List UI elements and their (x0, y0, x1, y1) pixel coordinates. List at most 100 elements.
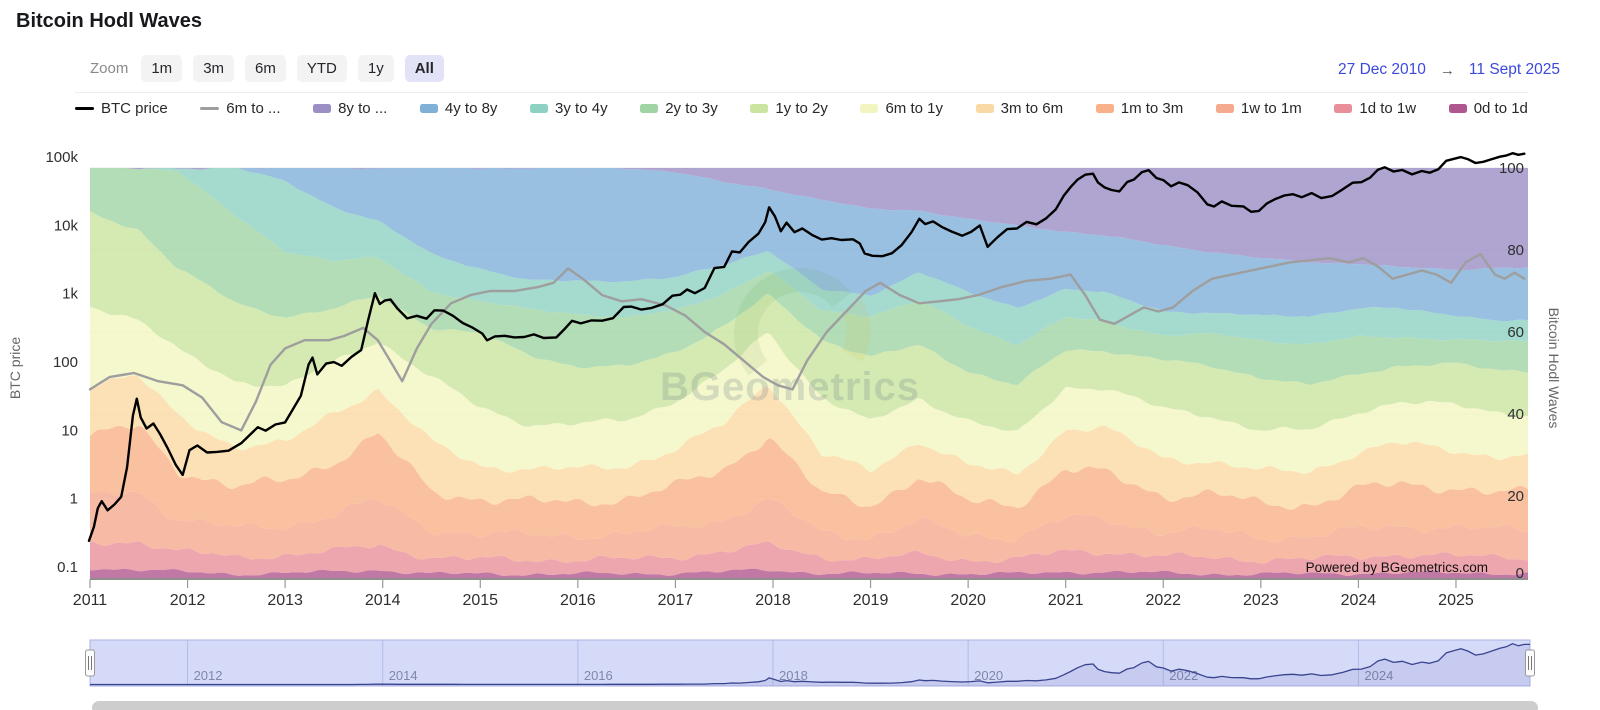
band-area-1m-to-3m (90, 425, 1528, 543)
area-swatch-3y-to-4y (530, 104, 549, 113)
x-axis-year-label: 2015 (462, 592, 498, 609)
legend-label: BTC price (101, 100, 168, 117)
legend-label: 1m to 3m (1120, 100, 1184, 117)
x-axis: 2011 2012 2013 2014 2015 2016 2017 2018 2019 2020… (73, 578, 1528, 609)
range-selector: Zoom 1m 3m 6m YTD 1y All (90, 55, 444, 82)
x-axis-year-label: 2011 (73, 592, 108, 609)
x-axis-year-label: 2016 (560, 592, 596, 609)
legend-label: 0d to 1d (1473, 100, 1528, 117)
range-button-3m[interactable]: 3m (193, 55, 235, 82)
right-axis-tick-label: 100 (1499, 160, 1524, 177)
range-button-1m[interactable]: 1m (141, 55, 183, 82)
band-area-1d-to-1w (90, 541, 1528, 576)
right-axis-tick-label: 80 (1507, 242, 1524, 259)
date-to-input[interactable]: 11 Sept 2025 (1468, 61, 1560, 78)
band-area-3m-to-6m (90, 375, 1528, 510)
btc-price-line[interactable] (87, 152, 1526, 542)
band-area-6m-to-1y (90, 306, 1528, 475)
band-area-4y-to-8y (90, 168, 1528, 322)
legend-item-6m-to-1y[interactable]: 6m to 1y (860, 100, 943, 117)
navigator-year-label: 2014 (389, 668, 418, 683)
band-area-2y-to-3y (90, 168, 1528, 385)
legend-label: 6m to ... (226, 100, 281, 117)
x-axis-year-label: 2019 (853, 592, 889, 609)
range-button-1y[interactable]: 1y (357, 55, 394, 82)
legend-label: 3y to 4y (555, 100, 608, 117)
range-button-6m[interactable]: 6m (245, 55, 286, 82)
left-axis-tick-label: 0.1 (57, 559, 78, 576)
x-axis-year-label: 2020 (950, 592, 986, 609)
legend-item-3m-to-6m[interactable]: 3m to 6m (975, 100, 1064, 117)
x-axis-year-label: 2014 (365, 592, 401, 609)
legend-item-4y-to-8y[interactable]: 4y to 8y (419, 100, 498, 117)
legend-label: 3m to 6m (1000, 100, 1064, 117)
watermark: BGeometrics (660, 267, 919, 409)
x-axis-year-label: 2025 (1438, 592, 1474, 609)
right-axis-tick-label: 60 (1507, 324, 1524, 341)
area-swatch-6m-to-1y (860, 104, 879, 113)
legend-item-0d-to-1d[interactable]: 0d to 1d (1448, 100, 1528, 117)
legend-item-3y-to-4y[interactable]: 3y to 4y (530, 100, 608, 117)
x-axis-year-label: 2012 (170, 592, 206, 609)
area-swatch-0d-to-1d (1448, 104, 1467, 113)
legend-label: 2y to 3y (665, 100, 718, 117)
area-swatch-3m-to-6m (975, 104, 994, 113)
navigator-year-label: 2020 (974, 668, 1003, 683)
legend: BTC price 6m to ... 8y to ... 4y to 8y 3y to… (75, 92, 1528, 117)
line-swatch-6m-to- (200, 107, 220, 110)
x-axis-year-label: 2013 (267, 592, 303, 609)
left-axis-tick-label: 100 (53, 354, 78, 371)
right-axis-tick-label: 20 (1507, 488, 1524, 505)
right-axis: 100 80 60 40 20 0 Bitcoin Hodl Waves (1499, 160, 1562, 582)
legend-label: 8y to ... (338, 100, 388, 117)
zoom-label: Zoom (90, 60, 129, 77)
watermark-swirl-green (733, 267, 852, 376)
left-axis-tick-label: 100k (45, 149, 78, 166)
range-button-ytd[interactable]: YTD (296, 55, 347, 82)
navigator-series-line (90, 643, 1530, 686)
line-swatch-btc-price (75, 107, 94, 110)
x-axis-year-label: 2017 (658, 592, 694, 609)
legend-item-btc-price[interactable]: BTC price (75, 100, 168, 117)
navigator-track[interactable] (89, 639, 1531, 687)
navigator-year-label: 2012 (194, 668, 223, 683)
range-button-all[interactable]: All (404, 55, 444, 82)
scrollbar-thumb[interactable] (92, 701, 1538, 710)
legend-label: 1y to 2y (775, 100, 828, 117)
left-axis-tick-label: 10k (54, 217, 79, 234)
navigator-handle-left[interactable] (85, 649, 95, 677)
navigator-handle-right[interactable] (1525, 649, 1535, 677)
band-area-0d-to-1d (90, 568, 1528, 578)
area-swatch-4y-to-8y (419, 104, 438, 113)
band-area-8y-to- (90, 168, 1528, 270)
area-swatch-2y-to-3y (640, 104, 659, 113)
legend-label: 4y to 8y (444, 100, 498, 117)
navigator-year-label: 2018 (779, 668, 808, 683)
navigator-year-label: 2016 (584, 668, 613, 683)
legend-item-8y-to-[interactable]: 8y to ... (313, 100, 387, 117)
area-swatch-1m-to-3m (1095, 104, 1114, 113)
band-area-1y-to-2y (90, 211, 1528, 431)
navigator-year-label: 2024 (1364, 668, 1393, 683)
legend-label: 6m to 1y (885, 100, 943, 117)
right-axis-title: Bitcoin Hodl Waves (1546, 308, 1562, 429)
left-axis: 100k 10k 1k 100 10 1 0.1 BTC price (7, 149, 78, 576)
band-area-3y-to-4y (90, 168, 1528, 345)
x-axis-year-label: 2021 (1048, 592, 1084, 609)
area-swatch-1d-to-1w (1334, 104, 1353, 113)
legend-item-2y-to-3y[interactable]: 2y to 3y (640, 100, 718, 117)
legend-item-1y-to-2y[interactable]: 1y to 2y (750, 100, 828, 117)
date-range: 27 Dec 2010 → 11 Sept 2025 (1338, 61, 1560, 79)
area-swatch-8y-to- (313, 104, 332, 113)
left-axis-tick-label: 10 (61, 422, 78, 439)
legend-item-6m-to-[interactable]: 6m to ... (200, 100, 280, 117)
credit-link[interactable]: Powered by BGeometrics.com (1306, 560, 1488, 575)
date-from-input[interactable]: 27 Dec 2010 (1338, 61, 1426, 78)
legend-item-1m-to-3m[interactable]: 1m to 3m (1095, 100, 1184, 117)
legend-item-1d-to-1w[interactable]: 1d to 1w (1334, 100, 1416, 117)
area-swatch-1w-to-1m (1215, 104, 1234, 113)
line-6m-plus[interactable] (88, 252, 1526, 432)
x-axis-year-label: 2018 (755, 592, 791, 609)
legend-item-1w-to-1m[interactable]: 1w to 1m (1215, 100, 1302, 117)
